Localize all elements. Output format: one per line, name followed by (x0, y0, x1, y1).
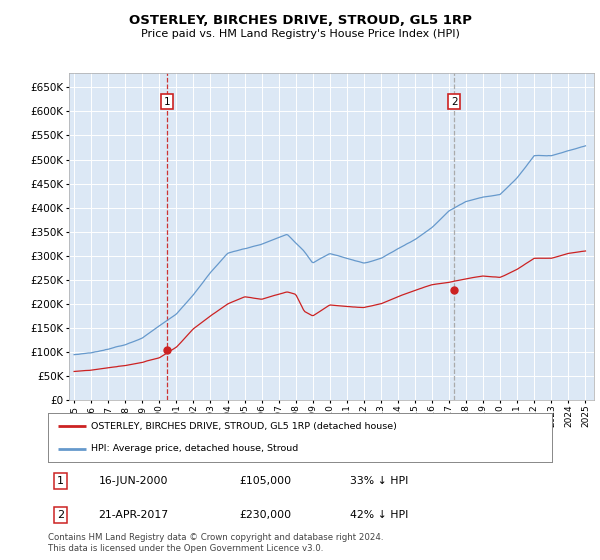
Text: 16-JUN-2000: 16-JUN-2000 (98, 476, 168, 486)
Text: OSTERLEY, BIRCHES DRIVE, STROUD, GL5 1RP (detached house): OSTERLEY, BIRCHES DRIVE, STROUD, GL5 1RP… (91, 422, 397, 431)
Text: 2: 2 (451, 97, 458, 107)
Text: 1: 1 (164, 97, 170, 107)
Text: 42% ↓ HPI: 42% ↓ HPI (350, 510, 409, 520)
Text: 1: 1 (57, 476, 64, 486)
Text: Price paid vs. HM Land Registry's House Price Index (HPI): Price paid vs. HM Land Registry's House … (140, 29, 460, 39)
Text: £105,000: £105,000 (239, 476, 292, 486)
Text: Contains HM Land Registry data © Crown copyright and database right 2024.
This d: Contains HM Land Registry data © Crown c… (48, 533, 383, 553)
Text: OSTERLEY, BIRCHES DRIVE, STROUD, GL5 1RP: OSTERLEY, BIRCHES DRIVE, STROUD, GL5 1RP (128, 14, 472, 27)
Text: HPI: Average price, detached house, Stroud: HPI: Average price, detached house, Stro… (91, 444, 298, 453)
Text: £230,000: £230,000 (239, 510, 292, 520)
Text: 21-APR-2017: 21-APR-2017 (98, 510, 169, 520)
Text: 33% ↓ HPI: 33% ↓ HPI (350, 476, 409, 486)
Text: 2: 2 (57, 510, 64, 520)
